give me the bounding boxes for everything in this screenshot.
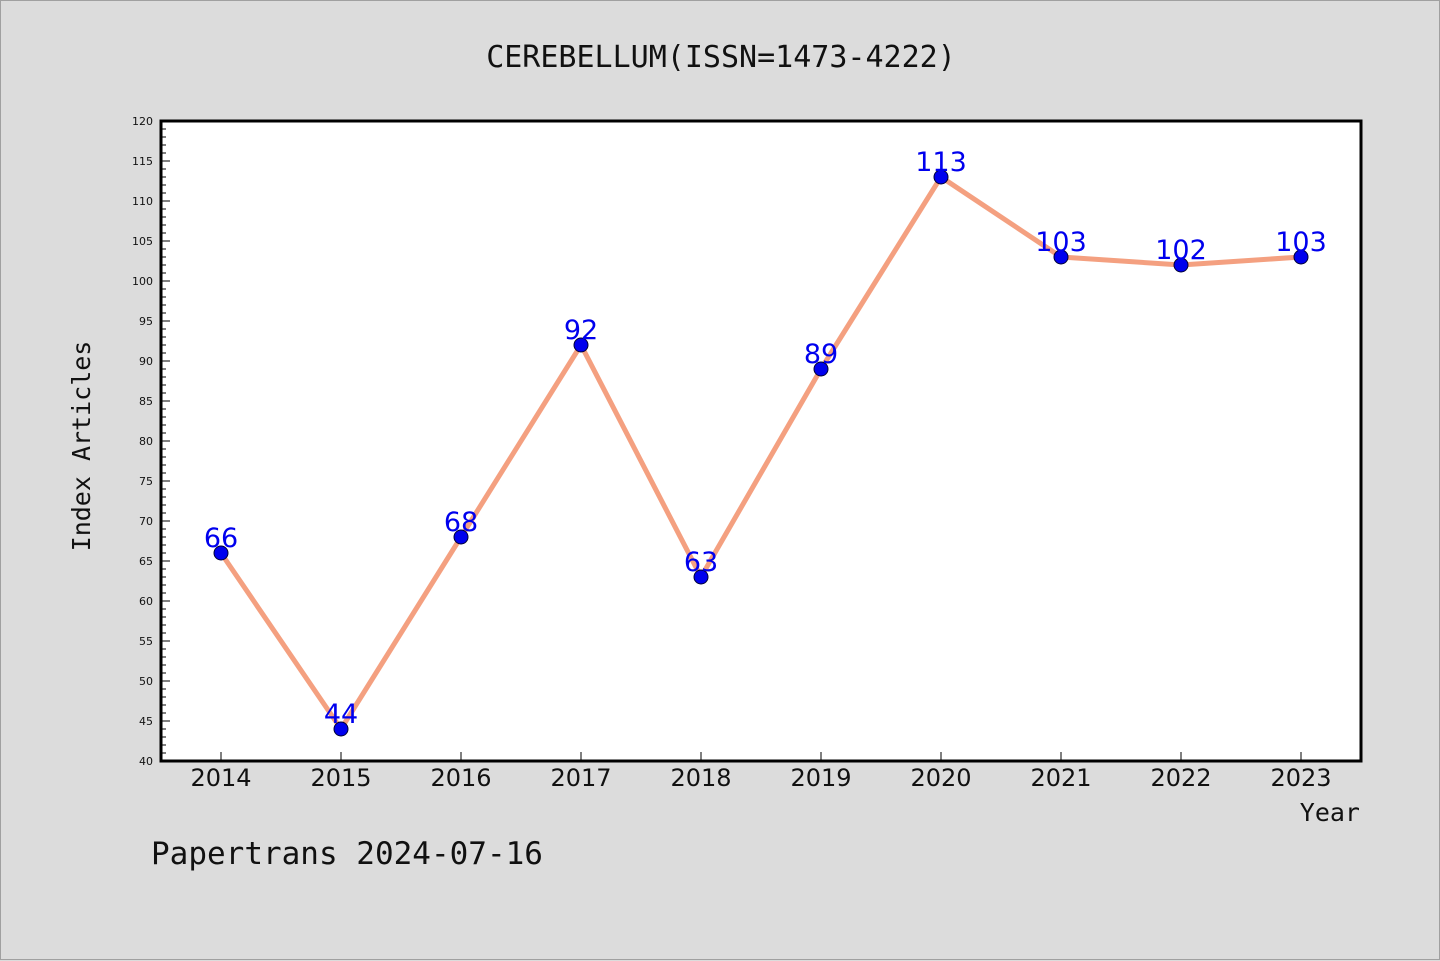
data-label: 92 <box>564 315 598 346</box>
y-tick-label: 90 <box>139 355 153 368</box>
x-tick-label: 2020 <box>910 764 971 792</box>
x-tick-label: 2022 <box>1150 764 1211 792</box>
data-labels: 66 44 68 92 63 89 113 103 102 103 <box>204 147 1327 730</box>
data-label: 103 <box>1275 227 1327 258</box>
data-point <box>573 337 589 353</box>
series-line-group <box>218 174 1304 732</box>
data-point <box>1173 257 1189 273</box>
data-point <box>1293 249 1309 265</box>
x-tick-label: 2023 <box>1270 764 1331 792</box>
data-point <box>693 569 709 585</box>
y-tick-label: 115 <box>132 155 153 168</box>
y-tick-label: 110 <box>132 195 153 208</box>
y-tick-label: 70 <box>139 515 153 528</box>
x-tick-label: 2014 <box>190 764 251 792</box>
y-tick-label: 40 <box>139 755 153 768</box>
data-point <box>453 529 469 545</box>
data-point <box>813 361 829 377</box>
x-tick-label: 2018 <box>670 764 731 792</box>
y-tick-label: 45 <box>139 715 153 728</box>
x-axis: 2014 2015 2016 2017 2018 2019 2020 2021 2022 2023 <box>190 752 1332 792</box>
data-label: 89 <box>804 339 838 370</box>
y-tick-label: 65 <box>139 555 153 568</box>
data-point <box>333 721 349 737</box>
y-tick-label: 95 <box>139 315 153 328</box>
plot-area <box>159 119 1363 763</box>
series-line <box>218 174 1304 732</box>
x-axis-label: Year <box>1300 798 1360 827</box>
data-label: 44 <box>324 699 358 730</box>
y-tick-label: 55 <box>139 635 153 648</box>
y-tick-label: 50 <box>139 675 153 688</box>
y-tick-label: 60 <box>139 595 153 608</box>
data-point <box>213 545 229 561</box>
footer-watermark: Papertrans 2024-07-16 <box>151 836 543 872</box>
y-axis-label: Index Articles <box>67 341 96 552</box>
y-tick-label: 80 <box>139 435 153 448</box>
y-tick-label: 120 <box>132 115 153 128</box>
y-tick-label: 85 <box>139 395 153 408</box>
data-label: 113 <box>915 147 967 178</box>
data-points <box>213 169 1309 737</box>
x-tick-label: 2019 <box>790 764 851 792</box>
y-tick-label: 75 <box>139 475 153 488</box>
x-tick-label: 2015 <box>310 764 371 792</box>
data-label: 103 <box>1035 227 1087 258</box>
data-point <box>933 169 949 185</box>
data-label: 102 <box>1155 235 1207 266</box>
data-point <box>1053 249 1069 265</box>
data-label: 63 <box>684 547 718 578</box>
data-label: 66 <box>204 523 238 554</box>
x-tick-label: 2017 <box>550 764 611 792</box>
chart-title: CEREBELLUM(ISSN=1473-4222) <box>486 40 956 75</box>
y-tick-label: 100 <box>132 275 153 288</box>
y-tick-label: 105 <box>132 235 153 248</box>
data-label: 68 <box>444 507 478 538</box>
x-tick-label: 2016 <box>430 764 491 792</box>
y-axis: 40 45 50 55 60 65 70 75 80 85 90 95 100 105 110 115 120 <box>132 115 170 768</box>
x-tick-label: 2021 <box>1030 764 1091 792</box>
